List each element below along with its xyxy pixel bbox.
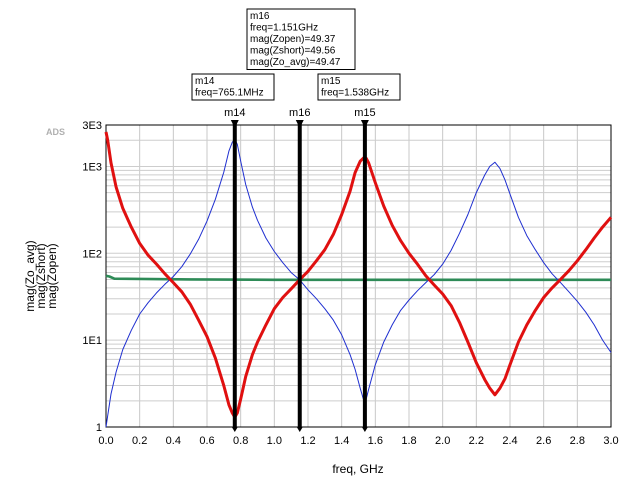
marker-name-m16: m16 (289, 107, 310, 119)
x-tick-label: 1.0 (267, 435, 282, 447)
series-layer (104, 131, 613, 428)
marker-readout-line: m15 (321, 76, 341, 87)
legend-zshort: mag(Zshort) (34, 243, 48, 308)
tick-labels: 0.0 0.2 0.4 0.6 0.8 1.0 1.2 1.4 1.6 1.8 2.0 2.2 2.4 2… (82, 120, 618, 447)
marker-readout-line: freq=1.151GHz (250, 23, 318, 34)
x-axis-title: freq, GHz (332, 462, 383, 476)
y-tick-label: 1E1 (82, 335, 102, 347)
marker-name-m14: m14 (224, 107, 245, 119)
legend-zo-avg: mag(Zo_avg) (23, 240, 37, 311)
x-tick-label: 1.4 (334, 435, 349, 447)
x-tick-label: 2.8 (570, 435, 585, 447)
x-tick-label: 3.0 (603, 435, 618, 447)
x-tick-label: 0.4 (166, 435, 181, 447)
x-tick-label: 0.6 (199, 435, 214, 447)
x-tick-label: 0.0 (98, 435, 113, 447)
y-tick-label: 3E3 (82, 120, 102, 132)
marker-bottom-tick-m14 (231, 427, 238, 432)
y-tick-label: 1 (96, 422, 102, 434)
marker-bottom-tick-m16 (296, 427, 303, 432)
legend: mag(Zo_avg) mag(Zshort) mag(Zopen) (23, 240, 59, 311)
x-tick-label: 2.6 (536, 435, 551, 447)
x-tick-label: 2.2 (469, 435, 484, 447)
x-tick-label: 1.8 (401, 435, 416, 447)
grid (106, 125, 611, 427)
series-zshort (105, 138, 612, 428)
marker-readout-box-m14 (191, 73, 275, 101)
marker-top-arrow-m16 (295, 120, 304, 128)
marker-readout-box-m16 (246, 8, 356, 70)
marker-readout-line: m14 (195, 76, 215, 87)
series-zopen (104, 131, 613, 419)
x-tick-label: 1.2 (300, 435, 315, 447)
x-tick-label: 2.4 (502, 435, 517, 447)
x-tick-label: 2.0 (435, 435, 450, 447)
y-tick-label: 1E3 (82, 161, 102, 173)
marker-layer: m14m14freq=765.1MHzm16m16freq=1.151GHzma… (191, 8, 401, 432)
marker-name-m15: m15 (354, 107, 375, 119)
ads-tag: ADS (46, 127, 65, 137)
x-tick-label: 0.8 (233, 435, 248, 447)
y-tick-label: 1E2 (82, 248, 102, 260)
series-zo-avg (105, 274, 611, 282)
marker-readout-line: freq=1.538GHz (321, 88, 389, 99)
marker-readout-line: mag(Zo_avg)=49.47 (250, 57, 341, 68)
marker-top-arrow-m14 (230, 120, 239, 128)
marker-readout-line: mag(Zopen)=49.37 (250, 34, 336, 45)
marker-readout-line: m16 (250, 11, 270, 22)
marker-readout-line: mag(Zshort)=49.56 (250, 46, 336, 57)
marker-readout-line: freq=765.1MHz (195, 88, 264, 99)
x-tick-label: 0.2 (132, 435, 147, 447)
legend-zopen: mag(Zopen) (45, 243, 59, 308)
marker-bottom-tick-m15 (361, 427, 368, 432)
x-tick-label: 1.6 (368, 435, 383, 447)
marker-top-arrow-m15 (360, 120, 369, 128)
marker-readout-box-m15 (317, 73, 401, 101)
